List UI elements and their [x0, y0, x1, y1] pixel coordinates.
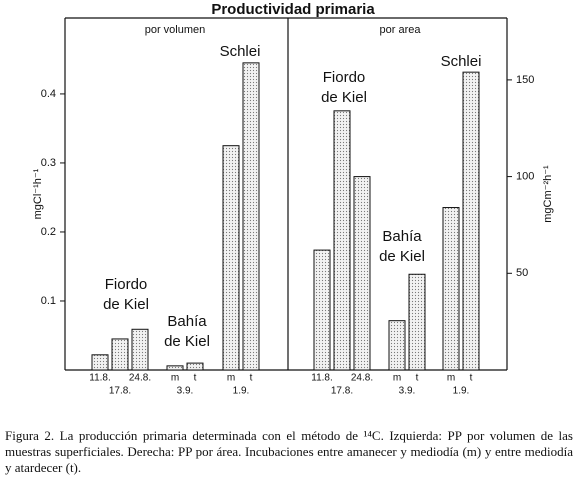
bar — [91, 354, 109, 371]
group-date: 1.9. — [233, 386, 250, 397]
group-label: de Kiel — [379, 248, 425, 265]
bar — [408, 273, 426, 371]
x-tick-label: t — [250, 373, 253, 384]
group-label: Schlei — [220, 43, 261, 60]
group-label: Fiordo — [105, 276, 148, 293]
group-date: 1.9. — [453, 386, 470, 397]
bar — [353, 176, 371, 371]
x-tick-label: t — [194, 373, 197, 384]
group-label: de Kiel — [103, 296, 149, 313]
x-tick-label: 24.8. — [351, 373, 373, 384]
group-label: de Kiel — [164, 333, 210, 350]
x-tick-label: 17.8. — [331, 386, 353, 397]
x-tick-label: m — [447, 373, 455, 384]
x-tick-label: 11.8. — [311, 373, 333, 384]
bar — [388, 320, 406, 371]
bar — [462, 71, 480, 371]
bar — [442, 207, 460, 371]
group-label: Bahía — [167, 313, 207, 330]
group-label: Schlei — [441, 53, 482, 70]
group-date: 3.9. — [177, 386, 194, 397]
y-tick-label: 0.3 — [41, 157, 56, 169]
panel-subtitle: por area — [380, 24, 422, 36]
group-label: Fiordo — [323, 69, 366, 86]
y-tick-label: 0.1 — [41, 295, 56, 307]
bar — [111, 338, 129, 371]
group-date: 3.9. — [399, 386, 416, 397]
bar — [222, 145, 240, 371]
y-tick-label: 50 — [516, 267, 528, 279]
caption: Figura 2. La producción primaria determi… — [5, 428, 573, 475]
x-tick-label: t — [470, 373, 473, 384]
chart: Productividad primaria por volumen mgCl⁻¹… — [32, 1, 554, 397]
panel-subtitle: por volumen — [145, 24, 206, 36]
bar — [166, 365, 184, 371]
y-tick-label: 0.2 — [41, 226, 56, 238]
bar — [186, 362, 204, 371]
y-axis-label: mgCm⁻²h⁻¹ — [542, 165, 554, 223]
x-tick-label: 11.8. — [89, 373, 111, 384]
bar — [131, 328, 149, 371]
x-tick-label: t — [416, 373, 419, 384]
x-tick-label: m — [227, 373, 235, 384]
bar — [313, 249, 331, 371]
y-tick-label: 100 — [516, 170, 534, 182]
chart-title: Productividad primaria — [211, 1, 375, 18]
x-tick-label: m — [393, 373, 401, 384]
x-tick-label: 17.8. — [109, 386, 131, 397]
x-tick-label: m — [171, 373, 179, 384]
y-axis-label: mgCl⁻¹h⁻¹ — [32, 168, 44, 219]
y-tick-label: 0.4 — [41, 88, 56, 100]
y-tick-label: 150 — [516, 74, 534, 86]
bar — [242, 62, 260, 371]
bar — [333, 110, 351, 371]
x-tick-label: 24.8. — [129, 373, 151, 384]
group-label: de Kiel — [321, 89, 367, 106]
group-label: Bahía — [382, 228, 422, 245]
